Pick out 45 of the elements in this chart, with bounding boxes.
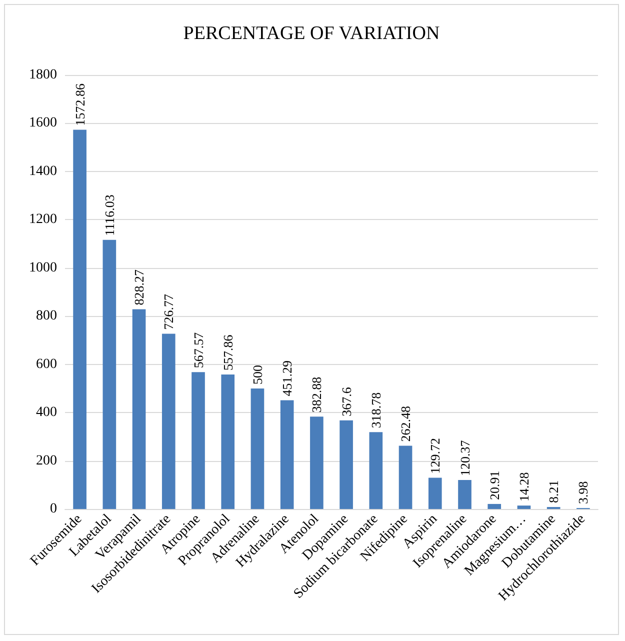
data-label: 726.77: [161, 294, 176, 330]
bar: [221, 374, 235, 509]
bar: [162, 334, 176, 509]
data-label: 129.72: [428, 438, 443, 474]
data-label: 828.27: [132, 269, 147, 306]
data-label: 318.78: [368, 392, 384, 428]
y-tick-label: 800: [36, 308, 57, 324]
bar: [369, 432, 383, 509]
data-label: 120.37: [457, 440, 472, 476]
y-tick-label: 200: [36, 453, 57, 468]
bar: [428, 478, 442, 509]
data-label: 262.48: [398, 406, 414, 442]
y-tick-label: 1000: [29, 260, 57, 276]
data-label: 20.91: [486, 470, 502, 500]
data-label: 1116.03: [102, 194, 117, 236]
data-label: 367.6: [338, 386, 354, 416]
bar: [310, 416, 324, 509]
y-tick-label: 600: [36, 356, 57, 372]
bar: [102, 240, 116, 509]
data-label: 500: [250, 364, 265, 384]
bar: [488, 504, 502, 509]
y-tick-label: 400: [36, 405, 57, 420]
bar: [192, 372, 205, 509]
data-label: 14.28: [516, 472, 532, 502]
bar: [517, 506, 531, 509]
y-tick-label: 0: [50, 502, 57, 516]
data-label: 3.98: [576, 481, 591, 504]
data-label: 557.86: [220, 334, 236, 370]
y-tick-label: 1600: [29, 116, 57, 131]
bar: [250, 388, 264, 509]
bar: [458, 480, 472, 509]
bar: [398, 446, 412, 509]
data-label: 8.21: [546, 480, 562, 504]
bar: [340, 420, 353, 509]
y-tick-label: 1800: [29, 68, 57, 82]
chart-title: PERCENTAGE OF VARIATION: [183, 23, 440, 44]
bar: [132, 309, 146, 509]
data-label: 1572.86: [72, 83, 88, 126]
y-tick-label: 1400: [29, 164, 57, 179]
data-label: 567.57: [190, 332, 206, 368]
data-label: 382.88: [309, 376, 324, 413]
bar: [73, 130, 86, 509]
data-label: 451.29: [280, 360, 295, 396]
y-tick-label: 1200: [29, 212, 57, 228]
bar: [280, 400, 294, 509]
